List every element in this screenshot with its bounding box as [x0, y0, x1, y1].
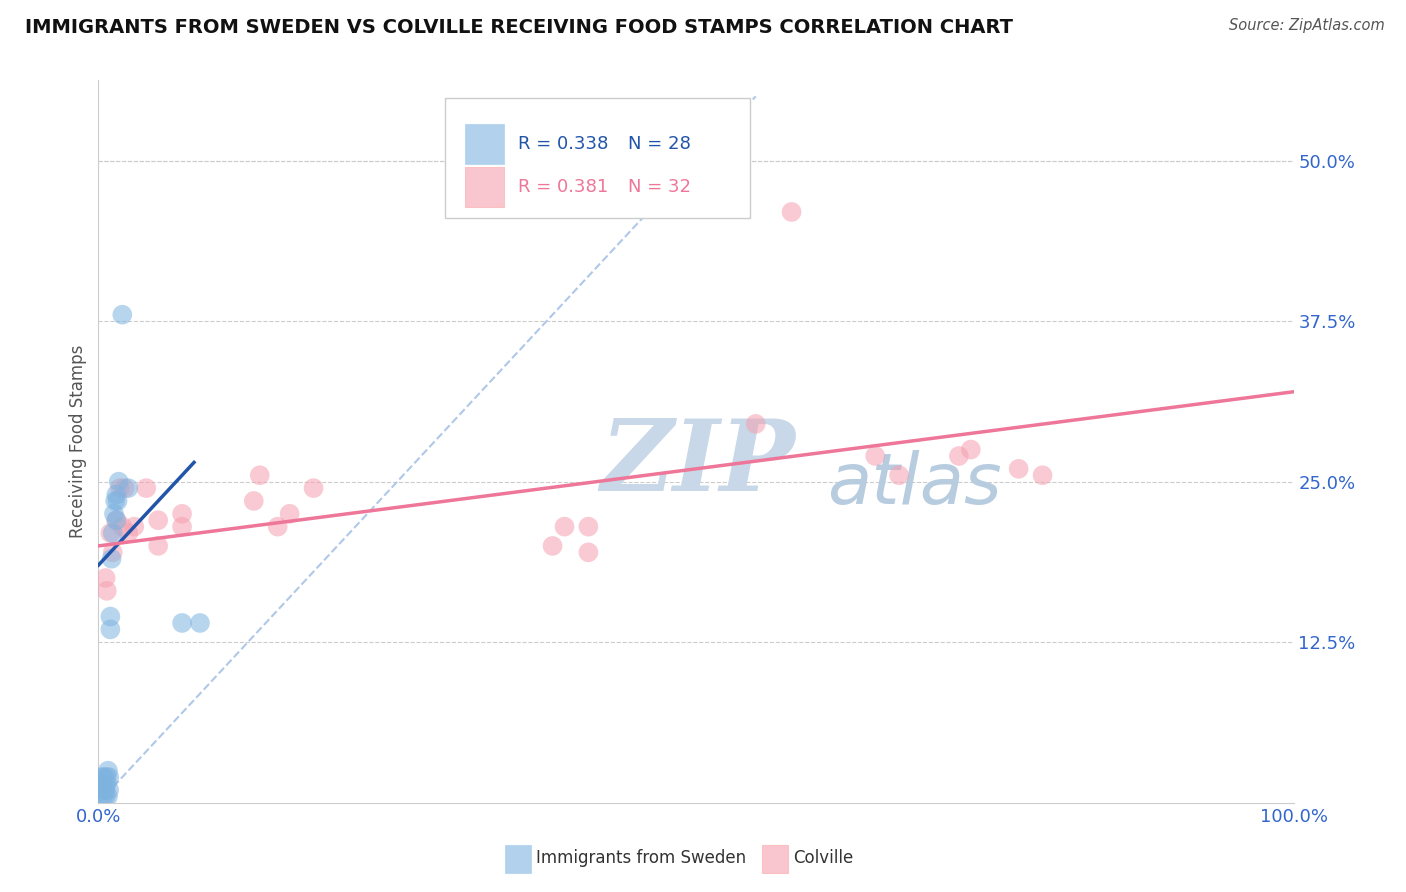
Point — [93, 783, 115, 797]
Point — [1032, 468, 1054, 483]
Text: ZIP: ZIP — [600, 415, 796, 511]
Point — [243, 494, 266, 508]
Point — [1008, 462, 1031, 476]
Point — [960, 442, 983, 457]
Point — [91, 770, 114, 784]
FancyBboxPatch shape — [505, 846, 531, 873]
Point — [107, 475, 129, 489]
Point — [94, 783, 117, 797]
Point — [172, 519, 194, 533]
Point — [94, 789, 117, 804]
Point — [172, 507, 194, 521]
Point — [267, 519, 290, 533]
Point — [98, 609, 122, 624]
Point — [554, 519, 576, 533]
Point — [117, 526, 139, 541]
Point — [249, 468, 271, 483]
FancyBboxPatch shape — [465, 124, 503, 164]
Point — [101, 545, 124, 559]
FancyBboxPatch shape — [446, 98, 749, 218]
Point — [188, 615, 211, 630]
Point — [111, 519, 134, 533]
Text: IMMIGRANTS FROM SWEDEN VS COLVILLE RECEIVING FOOD STAMPS CORRELATION CHART: IMMIGRANTS FROM SWEDEN VS COLVILLE RECEI… — [25, 18, 1014, 37]
Point — [96, 583, 118, 598]
Point — [103, 507, 125, 521]
Point — [111, 308, 134, 322]
FancyBboxPatch shape — [762, 846, 787, 873]
Point — [302, 481, 325, 495]
Point — [91, 783, 114, 797]
Point — [101, 526, 124, 541]
Point — [97, 764, 120, 778]
Point — [135, 481, 157, 495]
Point — [745, 417, 768, 431]
Text: R = 0.338: R = 0.338 — [517, 135, 609, 153]
Point — [278, 507, 301, 521]
Point — [98, 623, 122, 637]
Point — [98, 526, 122, 541]
Point — [541, 539, 564, 553]
Point — [105, 513, 128, 527]
Text: R = 0.381: R = 0.381 — [517, 178, 609, 196]
Point — [117, 481, 139, 495]
Point — [948, 449, 970, 463]
Point — [105, 513, 128, 527]
Text: N = 32: N = 32 — [628, 178, 690, 196]
Point — [148, 539, 170, 553]
Text: Colville: Colville — [793, 849, 853, 867]
Text: Immigrants from Sweden: Immigrants from Sweden — [536, 849, 747, 867]
Point — [780, 205, 803, 219]
Point — [108, 481, 131, 495]
Point — [98, 783, 121, 797]
Point — [96, 776, 118, 790]
Point — [148, 513, 170, 527]
Point — [91, 789, 114, 804]
Point — [105, 487, 128, 501]
FancyBboxPatch shape — [465, 168, 503, 207]
Text: Source: ZipAtlas.com: Source: ZipAtlas.com — [1229, 18, 1385, 33]
Point — [91, 776, 114, 790]
Point — [98, 770, 121, 784]
Point — [578, 545, 600, 559]
Point — [94, 571, 117, 585]
Point — [889, 468, 911, 483]
Point — [172, 615, 194, 630]
Y-axis label: Receiving Food Stamps: Receiving Food Stamps — [69, 345, 87, 538]
Point — [97, 789, 120, 804]
Point — [104, 494, 127, 508]
Point — [93, 770, 115, 784]
Point — [578, 519, 600, 533]
Point — [865, 449, 887, 463]
Text: N = 28: N = 28 — [628, 135, 690, 153]
Text: atlas: atlas — [827, 450, 1002, 519]
Point — [96, 770, 118, 784]
Point — [124, 519, 146, 533]
Point — [107, 494, 129, 508]
Point — [100, 551, 122, 566]
Point — [114, 481, 136, 495]
